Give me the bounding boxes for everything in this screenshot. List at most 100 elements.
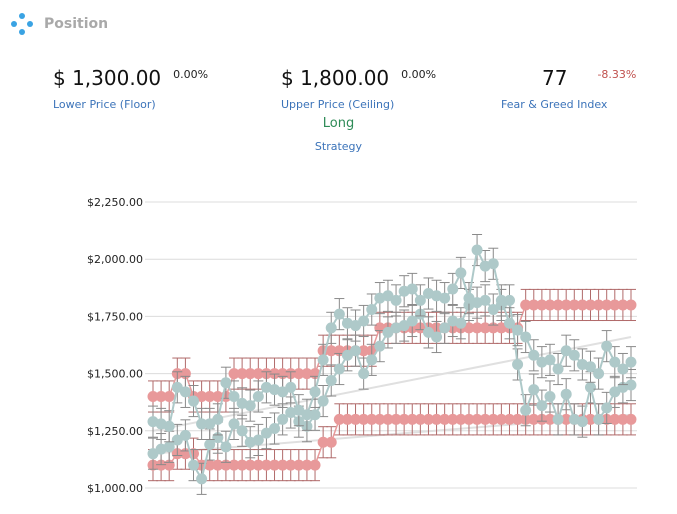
data-point bbox=[212, 390, 224, 402]
data-point bbox=[358, 413, 370, 425]
trend-line bbox=[152, 336, 632, 432]
data-point bbox=[601, 340, 613, 352]
data-point bbox=[544, 354, 556, 366]
data-point bbox=[220, 441, 232, 453]
fear-greed-label: Fear & Greed Index bbox=[501, 98, 608, 111]
strategy-label: Strategy bbox=[314, 140, 363, 153]
data-point bbox=[495, 294, 507, 306]
data-point bbox=[252, 390, 264, 402]
data-point bbox=[212, 459, 224, 471]
data-point bbox=[366, 354, 378, 366]
data-point bbox=[576, 416, 588, 428]
data-point bbox=[325, 436, 337, 448]
data-point bbox=[560, 299, 572, 311]
data-point bbox=[455, 267, 467, 279]
data-point bbox=[495, 322, 507, 334]
data-point bbox=[431, 331, 443, 343]
data-point bbox=[609, 413, 621, 425]
data-point bbox=[341, 413, 353, 425]
data-point bbox=[455, 413, 467, 425]
header-title: Position bbox=[44, 16, 109, 32]
data-point bbox=[269, 423, 281, 435]
strategy-block: Long Strategy bbox=[0, 116, 677, 153]
data-point bbox=[544, 390, 556, 402]
data-point bbox=[188, 395, 200, 407]
data-point bbox=[512, 324, 524, 336]
data-point bbox=[301, 368, 313, 380]
data-point bbox=[350, 413, 362, 425]
y-tick-label: $1,500.00 bbox=[87, 368, 143, 381]
data-point bbox=[528, 384, 540, 396]
data-point bbox=[382, 413, 394, 425]
data-point bbox=[528, 299, 540, 311]
data-point bbox=[568, 349, 580, 361]
data-point bbox=[593, 413, 605, 425]
ceiling-label: Upper Price (Ceiling) bbox=[281, 98, 395, 111]
data-point bbox=[171, 434, 183, 446]
data-point bbox=[414, 294, 426, 306]
data-point bbox=[333, 308, 345, 320]
data-point bbox=[398, 320, 410, 332]
data-point bbox=[503, 413, 515, 425]
data-point bbox=[552, 299, 564, 311]
data-point bbox=[584, 361, 596, 373]
data-point bbox=[228, 390, 240, 402]
data-point bbox=[260, 459, 272, 471]
data-point bbox=[560, 413, 572, 425]
data-point bbox=[528, 413, 540, 425]
data-point bbox=[382, 326, 394, 338]
data-point bbox=[212, 413, 224, 425]
floor-metric: $ 1,300.00 0.00% Lower Price (Floor) bbox=[53, 66, 208, 111]
position-header: Position bbox=[10, 12, 108, 36]
data-point bbox=[512, 413, 524, 425]
fear-greed-value: 77 bbox=[542, 66, 568, 90]
data-point bbox=[584, 381, 596, 393]
y-tick-label: $1,750.00 bbox=[87, 310, 143, 323]
data-point bbox=[584, 299, 596, 311]
data-point bbox=[293, 459, 305, 471]
data-point bbox=[422, 413, 434, 425]
data-point bbox=[479, 322, 491, 334]
floor-change: 0.00% bbox=[173, 68, 209, 81]
data-point bbox=[341, 349, 353, 361]
data-point bbox=[568, 299, 580, 311]
data-point bbox=[625, 356, 637, 368]
data-point bbox=[439, 322, 451, 334]
data-point bbox=[536, 299, 548, 311]
data-point bbox=[309, 459, 321, 471]
data-point bbox=[366, 413, 378, 425]
data-point bbox=[236, 459, 248, 471]
data-point bbox=[593, 299, 605, 311]
data-point bbox=[236, 425, 248, 437]
data-point bbox=[350, 320, 362, 332]
data-point bbox=[277, 413, 289, 425]
fear-greed-change: -8.33% bbox=[597, 68, 637, 81]
data-point bbox=[406, 283, 418, 295]
data-point bbox=[447, 283, 459, 295]
data-point bbox=[406, 413, 418, 425]
data-point bbox=[625, 413, 637, 425]
data-point bbox=[617, 363, 629, 375]
fear-greed-metric: 77 -8.33% Fear & Greed Index bbox=[501, 66, 636, 111]
data-point bbox=[487, 258, 499, 270]
data-point bbox=[147, 390, 159, 402]
data-point bbox=[163, 441, 175, 453]
y-tick-label: $2,250.00 bbox=[87, 196, 143, 209]
data-point bbox=[325, 374, 337, 386]
data-point bbox=[552, 363, 564, 375]
data-point bbox=[560, 345, 572, 357]
data-point bbox=[350, 345, 362, 357]
data-point bbox=[293, 368, 305, 380]
data-point bbox=[358, 345, 370, 357]
data-point bbox=[544, 413, 556, 425]
data-point bbox=[601, 299, 613, 311]
data-point bbox=[406, 315, 418, 327]
data-point bbox=[244, 400, 256, 412]
data-point bbox=[163, 390, 175, 402]
data-point bbox=[277, 386, 289, 398]
data-point bbox=[576, 299, 588, 311]
data-point bbox=[285, 459, 297, 471]
data-point bbox=[520, 299, 532, 311]
data-point bbox=[528, 349, 540, 361]
